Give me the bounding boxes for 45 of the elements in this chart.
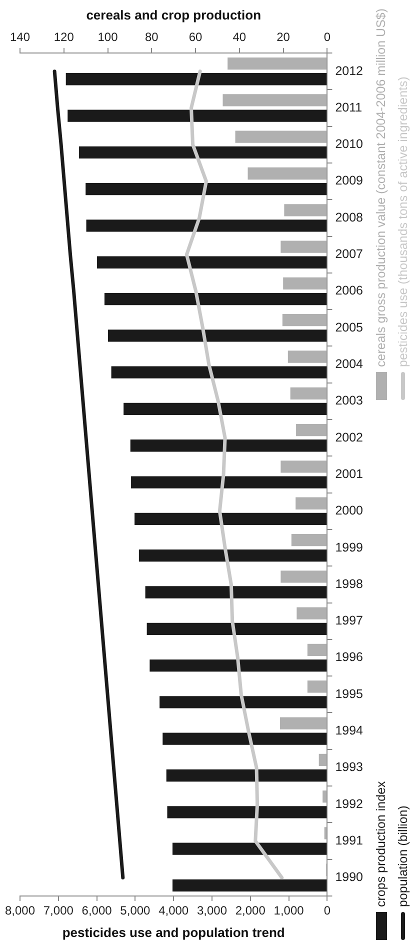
y-tick-label: 1990 bbox=[335, 870, 364, 884]
text: cereals gross production value (constant 2004-2006 million US$) bbox=[374, 8, 388, 367]
y-tick-label: 1998 bbox=[335, 576, 364, 591]
y-tick-label: 2002 bbox=[335, 430, 364, 444]
x-tick-label: 2,000 bbox=[235, 904, 266, 918]
x-tick-label: 7,000 bbox=[43, 904, 74, 918]
y-tick-label: 1996 bbox=[335, 650, 364, 664]
x2-tick-label: 120 bbox=[54, 30, 74, 44]
x-tick-label: 6,000 bbox=[82, 904, 112, 918]
text: crops production index bbox=[374, 781, 388, 907]
y-tick-label: 1991 bbox=[335, 833, 364, 848]
y-tick-label: 1995 bbox=[335, 686, 364, 701]
y-tick-label: 2007 bbox=[335, 247, 364, 262]
y-tick-label: 2006 bbox=[335, 284, 364, 298]
x-tick-label: 1,000 bbox=[274, 904, 304, 918]
y-tick-label: 1993 bbox=[335, 760, 364, 774]
x-tick-label: 0 bbox=[324, 904, 331, 918]
x2-tick-label: 0 bbox=[324, 30, 331, 44]
x-tick-label: 4,000 bbox=[158, 904, 189, 918]
y-tick-label: 2008 bbox=[335, 210, 364, 224]
x2-tick-label: 140 bbox=[10, 30, 30, 44]
text: population (billion) bbox=[396, 806, 410, 907]
y-tick-label: 1994 bbox=[335, 724, 364, 738]
x-tick-label: 8,000 bbox=[4, 904, 36, 918]
x2-tick-label: 80 bbox=[144, 30, 159, 44]
y-tick-label: 2003 bbox=[335, 394, 364, 408]
x-tick-label: 3,000 bbox=[196, 904, 228, 918]
x-tick-label: 5,000 bbox=[120, 904, 151, 918]
x2-tick-label: 40 bbox=[232, 30, 246, 44]
y-tick-label: 2004 bbox=[335, 356, 364, 371]
x2-axis-title: cereals and crop production bbox=[86, 7, 262, 22]
x-axis-title: pesticides use and population trend bbox=[62, 924, 285, 940]
y-tick-label: 2011 bbox=[335, 100, 362, 114]
y-tick-label: 1999 bbox=[335, 540, 364, 554]
y-tick-label: 2000 bbox=[335, 504, 364, 518]
y-tick-label: 1997 bbox=[335, 614, 364, 628]
y-tick-label: 2010 bbox=[335, 137, 364, 152]
y-tick-label: 1992 bbox=[335, 796, 364, 811]
x2-tick-label: 100 bbox=[98, 30, 118, 44]
y-tick-label: 2012 bbox=[335, 64, 364, 78]
y-tick-label: 2009 bbox=[335, 174, 364, 188]
y-tick-label: 2005 bbox=[335, 320, 364, 334]
y-tick-label: 2001 bbox=[335, 466, 364, 481]
x2-tick-label: 60 bbox=[188, 30, 203, 44]
x2-tick-label: 20 bbox=[276, 30, 290, 44]
